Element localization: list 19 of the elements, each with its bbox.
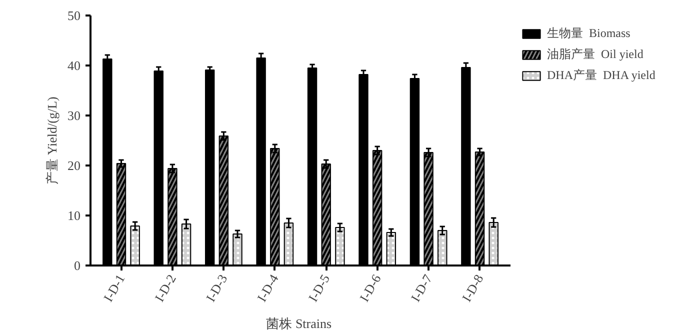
x-tick-label: I-D-4	[254, 271, 282, 304]
x-tick-label: I-D-2	[152, 272, 179, 304]
legend-label: DHA产量 DHA yield	[547, 67, 656, 84]
y-tick-label: 10	[68, 208, 80, 223]
x-tick-label: I-D-3	[202, 272, 230, 304]
x-tick-label: I-D-1	[100, 272, 128, 304]
y-axis-title: 产量 Yield/(g/L)	[44, 96, 60, 184]
x-tick-label: I-D-7	[408, 271, 436, 304]
y-tick-label: 40	[68, 58, 80, 73]
legend-label: 油脂产量 Oil yield	[547, 46, 644, 63]
x-tick-label: I-D-8	[458, 272, 486, 304]
x-axis-title: 菌株 Strains	[266, 316, 332, 332]
legend-label: 生物量 Biomass	[547, 25, 630, 42]
x-tick-label: I-D-6	[356, 271, 384, 304]
x-tick-label: I-D-5	[305, 272, 333, 304]
y-tick-label: 0	[74, 258, 80, 273]
y-tick-label: 50	[68, 8, 80, 23]
y-tick-label: 20	[68, 158, 80, 173]
y-tick-label: 30	[68, 108, 80, 123]
